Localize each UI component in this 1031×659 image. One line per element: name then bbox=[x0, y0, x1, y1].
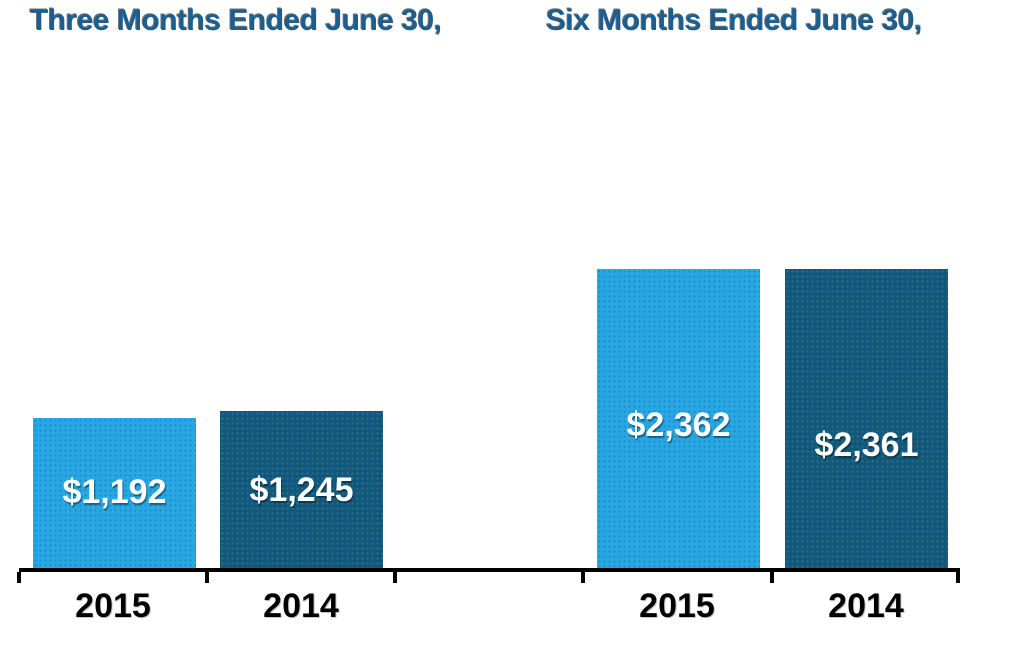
chart-title-three-months: Three Months Ended June 30, bbox=[30, 4, 442, 37]
bar-three-months-2014: $1,245 bbox=[220, 411, 383, 569]
bar-value-label: $2,361 bbox=[814, 426, 919, 464]
x-axis-label-six-months-2015: 2015 bbox=[639, 587, 715, 625]
bar-six-months-2014: $2,361 bbox=[785, 269, 948, 569]
bar-six-months-2015: $2,362 bbox=[597, 269, 760, 569]
chart-title-six-months: Six Months Ended June 30, bbox=[546, 4, 922, 37]
bar-value-label: $2,362 bbox=[626, 406, 731, 444]
x-axis-line bbox=[19, 568, 960, 572]
bar-value-label: $1,245 bbox=[249, 471, 354, 509]
x-axis-tick bbox=[956, 572, 960, 583]
x-axis-tick bbox=[205, 572, 209, 583]
x-axis-tick bbox=[393, 572, 397, 583]
x-axis-label-six-months-2014: 2014 bbox=[828, 587, 904, 625]
bar-three-months-2015: $1,192 bbox=[33, 418, 196, 569]
bar-value-label: $1,192 bbox=[62, 473, 167, 511]
x-axis-tick bbox=[581, 572, 585, 583]
x-axis-tick bbox=[17, 572, 21, 583]
x-axis-label-three-months-2014: 2014 bbox=[263, 587, 339, 625]
x-axis-label-three-months-2015: 2015 bbox=[75, 587, 151, 625]
x-axis-tick bbox=[770, 572, 774, 583]
